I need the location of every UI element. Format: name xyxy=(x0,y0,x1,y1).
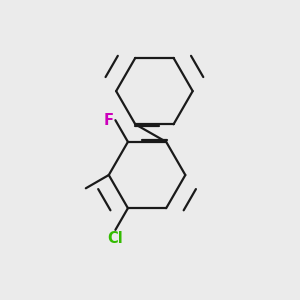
Text: Cl: Cl xyxy=(107,231,123,246)
Text: F: F xyxy=(104,113,114,128)
